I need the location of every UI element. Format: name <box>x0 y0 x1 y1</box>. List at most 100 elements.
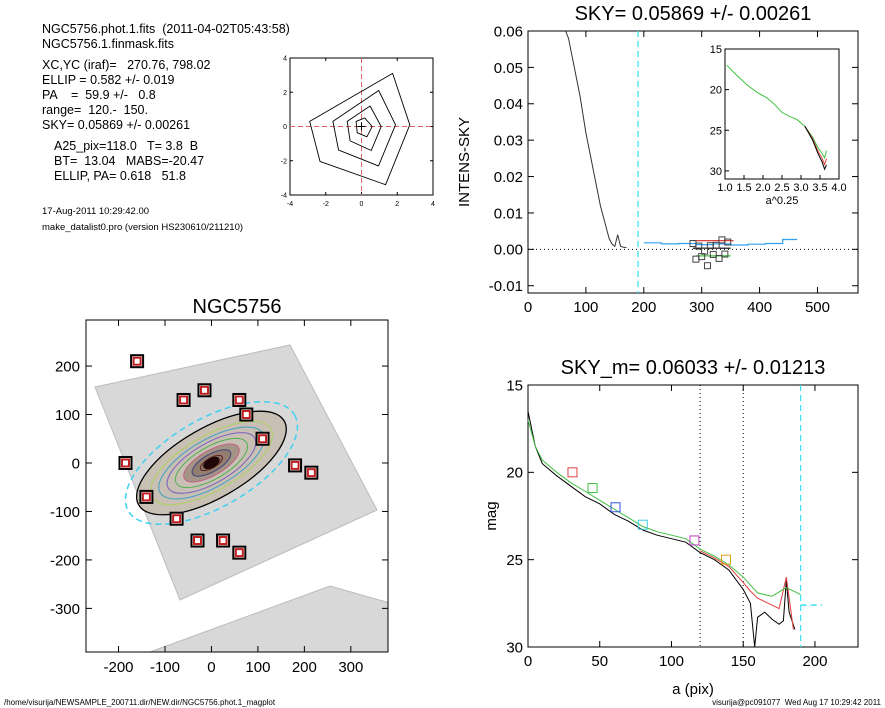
x-tick-label: -200 <box>104 659 134 676</box>
info-program: make_datalist0.pro (version HS230610/211… <box>42 222 244 233</box>
mag-profile-line <box>699 550 794 630</box>
mag-title: SKY_m= 0.06033 +/- 0.01213 <box>561 357 826 379</box>
sky-profile-line <box>565 30 627 248</box>
x-tick-label: 100 <box>245 659 270 676</box>
x-tick-label: 0 <box>207 659 215 676</box>
mag-box-marker <box>587 483 598 494</box>
y-tick-label: 0.01 <box>494 205 523 222</box>
sky-plot: SKY= 0.05869 +/- 0.00261 INTENS-SKY 0 100 20… <box>456 3 859 316</box>
mag-box-marker <box>637 519 648 530</box>
info-pa: PA = 59.9 +/- 0.8 <box>42 88 156 102</box>
inset-y-tick-label: 25 <box>710 125 722 137</box>
info-line2: NGC5756.1.finmask.fits <box>42 37 174 51</box>
sky-box-marker <box>724 238 732 246</box>
y-tick-label: 25 <box>506 552 523 569</box>
mag-box-marker <box>689 535 700 546</box>
sky-series-line <box>643 238 798 246</box>
y-tick-label: 2 <box>283 90 287 97</box>
x-tick-label: -100 <box>150 659 180 676</box>
footer-user: visurija@pc091077 Wed Aug 17 10:29:42 20… <box>712 698 881 707</box>
sky-box-inner <box>179 395 189 405</box>
galaxy-image <box>94 344 388 652</box>
sky-box-inner <box>234 395 244 405</box>
y-tick-label: 0.04 <box>494 96 523 113</box>
y-tick-label: 0.00 <box>494 242 523 259</box>
info-xcyc: XC,YC (iraf)= 270.76, 798.02 <box>42 58 211 72</box>
x-tick-label: 100 <box>573 299 598 316</box>
inset-xlabel: a^0.25 <box>766 195 799 207</box>
isophote <box>166 432 257 494</box>
mag-profile-line <box>527 419 801 597</box>
x-tick-label: 2 <box>395 201 399 208</box>
sky-box-marker <box>712 241 720 249</box>
info-block: NGC5756.phot.1.fits (2011-04-02T05:43:58… <box>42 22 290 184</box>
mag-profile-line <box>527 411 796 648</box>
info-sky: SKY= 0.05869 +/- 0.00261 <box>42 118 191 132</box>
x-tick-label: 0 <box>524 299 532 316</box>
sky-box-inner <box>306 468 316 478</box>
y-tick-label: 0.03 <box>494 133 523 150</box>
image-footprint-lower <box>149 585 388 652</box>
x-tick-label: 50 <box>591 653 608 670</box>
x-tick-label: -2 <box>323 201 329 208</box>
mag-xlabel: a (pix) <box>672 681 714 698</box>
y-tick-label: -300 <box>50 601 80 618</box>
sky-box-inner <box>290 460 300 470</box>
inset-x-tick-label: 1.5 <box>736 182 751 194</box>
sky-box-marker <box>709 250 717 258</box>
mag-frame <box>527 384 859 648</box>
sky-box-marker <box>695 242 703 250</box>
x-tick-label: 300 <box>689 299 714 316</box>
y-tick-label: 0 <box>72 455 80 472</box>
mag-box-marker <box>610 502 621 513</box>
x-tick-label: 500 <box>805 299 830 316</box>
inset-x-tick-label: 3.0 <box>793 182 808 194</box>
inset-x-tick-label: 2.0 <box>755 182 770 194</box>
sky-box-marker <box>703 262 711 270</box>
mag-plot: SKY_m= 0.06033 +/- 0.01213 a (pix) mag 0 50 1… <box>483 357 859 698</box>
info-line1: NGC5756.phot.1.fits (2011-04-02T05:43:58… <box>42 22 290 36</box>
footer-path: /home/visurija/NEWSAMPLE_200711.dir/NEW.… <box>4 698 276 707</box>
sky-box-inner <box>193 536 203 546</box>
y-tick-label: -2 <box>281 158 287 165</box>
mag-box-marker <box>721 554 731 565</box>
y-tick-label: 30 <box>506 639 523 656</box>
info-range: range= 120.- 150. <box>42 103 148 117</box>
sky-box-inner <box>199 385 209 395</box>
y-tick-label: 100 <box>55 407 80 424</box>
info-a25: A25_pix=118.0 T= 3.8 B <box>54 139 199 153</box>
x-tick-label: 200 <box>802 653 827 670</box>
contour-plot: -4 -2 0 2 4 -4 -2 0 2 4 <box>281 56 435 208</box>
y-tick-label: -200 <box>50 552 80 569</box>
info-ellip: ELLIP = 0.582 +/- 0.019 <box>42 73 175 87</box>
y-tick-label: -0.01 <box>489 278 523 295</box>
y-tick-label: 0.02 <box>494 169 523 186</box>
sky-box-inner <box>241 410 251 420</box>
x-tick-label: 200 <box>631 299 656 316</box>
galaxy-core <box>203 456 220 470</box>
y-tick-label: 4 <box>283 56 287 63</box>
y-tick-label: 20 <box>506 465 523 482</box>
contour-ring <box>355 117 373 138</box>
sky-box-inner <box>141 492 151 502</box>
galaxy-frame <box>85 319 389 653</box>
y-tick-label: 0.05 <box>494 60 523 77</box>
x-tick-label: 4 <box>431 201 435 208</box>
sky-box-inner <box>172 514 182 524</box>
x-tick-label: 0 <box>524 653 532 670</box>
inset-x-tick-label: 2.5 <box>774 182 789 194</box>
mag-box-marker <box>567 467 578 478</box>
y-tick-label: 0.06 <box>494 23 523 40</box>
inset-y-tick-label: 20 <box>710 85 722 97</box>
inset-x-tick-label: 3.5 <box>812 182 827 194</box>
inset-profile-green <box>726 64 827 160</box>
y-tick-label: 200 <box>55 358 80 375</box>
sky-box-inner <box>234 548 244 558</box>
sky-box-marker <box>721 250 729 258</box>
sky-box-inner <box>258 434 268 444</box>
sky-box-inner <box>120 458 130 468</box>
y-tick-label: -100 <box>50 504 80 521</box>
mag-ylabel: mag <box>483 501 500 530</box>
sky-box-inner <box>132 356 142 366</box>
